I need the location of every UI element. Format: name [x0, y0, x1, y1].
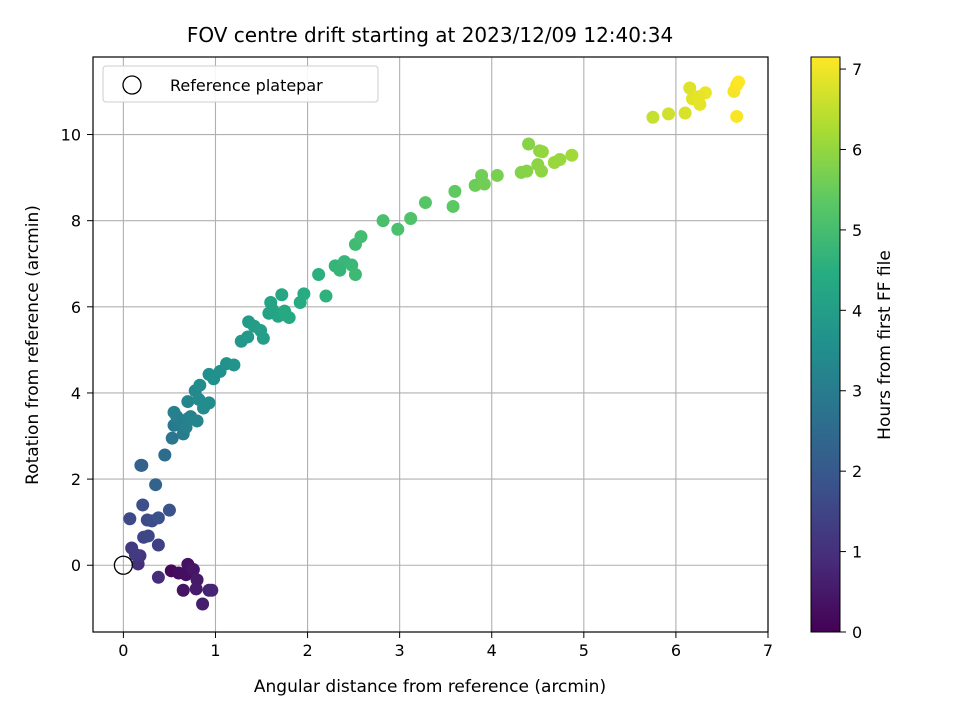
plot-frame	[92, 56, 769, 633]
data-point	[141, 529, 155, 543]
x-tick-label: 7	[763, 641, 773, 660]
data-point	[534, 164, 548, 178]
y-tick-label: 8	[71, 212, 81, 231]
reference-point	[113, 555, 134, 575]
data-point	[553, 153, 567, 167]
y-tick-label: 6	[71, 298, 81, 317]
data-point	[522, 137, 536, 151]
legend-box	[102, 65, 379, 103]
data-point	[418, 196, 432, 210]
data-point	[275, 288, 289, 302]
grid-lines	[93, 57, 769, 632]
legend: Reference platepar	[102, 65, 379, 103]
data-point	[167, 405, 181, 419]
data-point	[565, 148, 579, 162]
data-point	[123, 512, 137, 526]
data-point	[186, 563, 200, 577]
chart-title: FOV centre drift starting at 2023/12/09 …	[187, 23, 673, 47]
reference-marker	[113, 555, 134, 575]
data-point	[446, 199, 460, 213]
colorbar-label: Hours from first FF file	[875, 250, 895, 440]
colorbar-tick-label: 5	[852, 221, 862, 240]
data-point	[282, 311, 296, 325]
data-point	[297, 287, 311, 301]
data-point	[535, 145, 549, 159]
data-point	[196, 597, 210, 611]
data-point	[176, 583, 190, 597]
data-point	[264, 296, 278, 310]
y-tick-label: 2	[71, 470, 81, 489]
data-point	[692, 90, 706, 104]
data-point	[190, 414, 204, 428]
legend-entry-label: Reference platepar	[170, 76, 323, 95]
y-axis-label: Rotation from reference (arcmin)	[23, 205, 43, 485]
colorbar-tick-label: 1	[852, 543, 862, 562]
x-axis-ticks: 0 1 2 3 4 5 6 7	[118, 632, 773, 660]
data-point	[181, 395, 195, 409]
x-tick-label: 4	[487, 641, 497, 660]
data-point	[241, 330, 255, 344]
data-point	[202, 396, 216, 410]
data-point	[256, 331, 270, 345]
data-point	[227, 358, 241, 372]
data-point	[448, 184, 462, 198]
data-point	[354, 230, 368, 244]
colorbar	[810, 56, 841, 633]
data-point	[207, 372, 221, 386]
colorbar-tick-label: 7	[852, 60, 862, 79]
data-point	[162, 503, 176, 517]
data-point	[730, 109, 744, 123]
colorbar-tick-label: 2	[852, 462, 862, 481]
data-point	[189, 582, 203, 596]
data-point	[490, 168, 504, 182]
y-axis-ticks: 0 2 4 6 8 10	[61, 126, 93, 575]
data-point	[348, 268, 362, 282]
data-point	[732, 75, 746, 89]
data-point	[391, 222, 405, 236]
data-point	[520, 164, 534, 178]
x-axis-label: Angular distance from reference (arcmin)	[254, 677, 606, 697]
colorbar-tick-label: 6	[852, 140, 862, 159]
data-point	[151, 511, 165, 525]
colorbar-tick-label: 0	[852, 623, 862, 642]
x-tick-label: 1	[210, 641, 220, 660]
data-point	[646, 110, 660, 124]
x-tick-label: 3	[395, 641, 405, 660]
data-point	[151, 538, 165, 552]
data-point	[683, 81, 697, 95]
data-point	[376, 214, 390, 228]
legend-marker-open-circle	[122, 75, 142, 95]
data-point	[404, 212, 418, 226]
x-tick-label: 0	[118, 641, 128, 660]
data-point	[179, 420, 193, 434]
data-point	[149, 478, 163, 492]
data-point	[312, 268, 326, 282]
colorbar-tick-label: 4	[852, 301, 862, 320]
colorbar-ticks: 0 1 2 3 4 5 6 7	[840, 60, 862, 642]
colorbar-tick-label: 3	[852, 382, 862, 401]
data-point	[477, 177, 491, 191]
data-points	[123, 75, 746, 611]
data-point	[158, 448, 172, 462]
x-tick-label: 2	[302, 641, 312, 660]
y-tick-label: 0	[71, 556, 81, 575]
data-point	[165, 431, 179, 445]
y-tick-label: 4	[71, 384, 81, 403]
data-point	[662, 107, 676, 121]
data-point	[136, 498, 150, 512]
data-point	[319, 289, 333, 303]
data-point	[678, 106, 692, 120]
x-tick-label: 5	[579, 641, 589, 660]
y-tick-label: 10	[61, 126, 81, 145]
data-point	[151, 570, 165, 584]
data-point	[193, 378, 207, 392]
data-point	[134, 458, 148, 472]
data-point	[128, 547, 142, 561]
data-point	[205, 583, 219, 597]
x-tick-label: 6	[671, 641, 681, 660]
